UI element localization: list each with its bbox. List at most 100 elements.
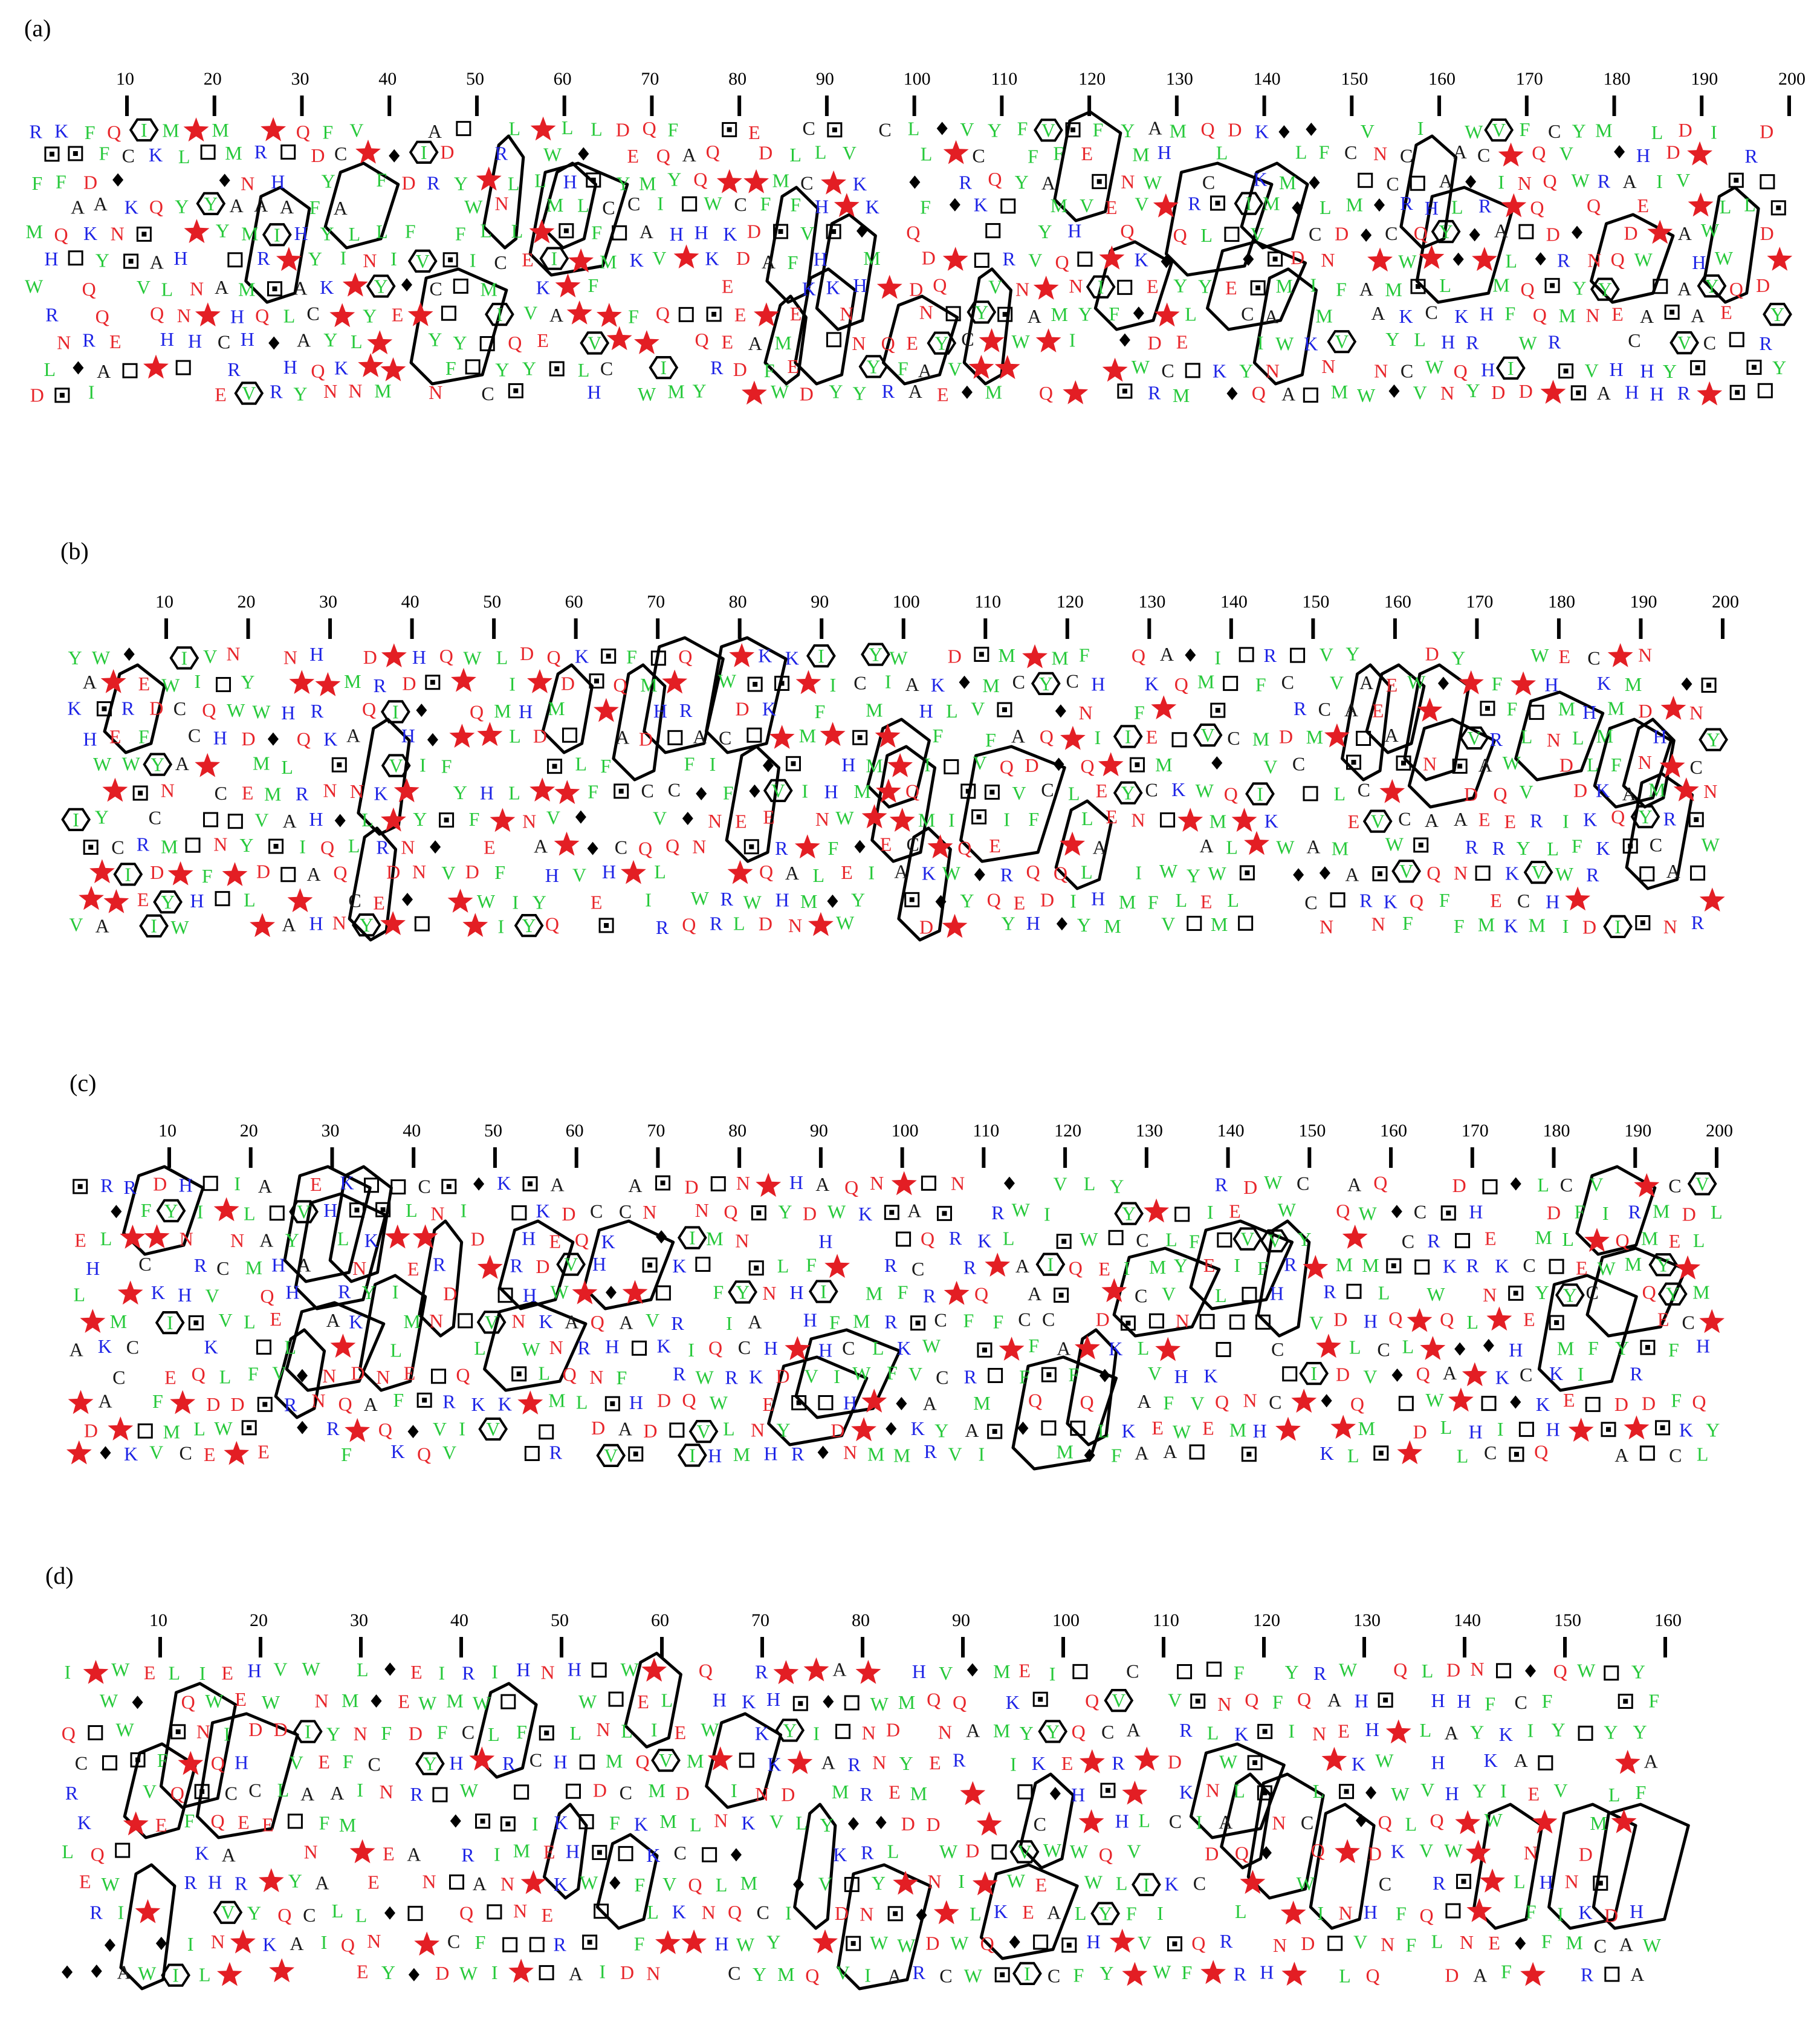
residue-letter: M xyxy=(893,1445,910,1466)
residue-letter: E xyxy=(1200,891,1213,913)
residue-letter: C xyxy=(1689,756,1702,778)
proline-star-icon xyxy=(1101,1278,1127,1303)
residue-letter: M xyxy=(799,725,816,747)
residue-letter: A xyxy=(71,196,85,218)
serine-square-icon xyxy=(1303,786,1318,802)
proline-star-icon xyxy=(1462,1362,1488,1387)
residue-letter: Q xyxy=(255,305,269,326)
threonine-dot xyxy=(618,788,624,794)
residue-letter: E xyxy=(542,1904,554,1926)
proline-star-icon xyxy=(1379,779,1405,803)
residue-letter: C xyxy=(481,383,494,404)
glycine-diamond-icon xyxy=(916,1908,927,1922)
hydrophobic-hexagon xyxy=(808,1280,838,1303)
ruler-tick-label: 110 xyxy=(991,69,1017,89)
residue-letter: A xyxy=(1359,278,1373,300)
residue-letter: Y xyxy=(1551,1719,1565,1740)
residue-letter: Y xyxy=(1772,357,1786,378)
residue-letter: A xyxy=(307,863,321,885)
residue-letter: K xyxy=(742,1691,756,1712)
residue-letter: A xyxy=(693,726,707,748)
residue-letter: V xyxy=(1399,860,1413,882)
residue-letter: C xyxy=(1292,753,1305,774)
residue-letter: Y xyxy=(68,647,82,669)
residue-letter: K xyxy=(1399,305,1413,327)
residue-letter: A xyxy=(762,251,776,273)
residue-letter: Y xyxy=(522,358,536,380)
residue-letter: Y xyxy=(777,1419,791,1441)
residue-letter: F xyxy=(760,193,771,215)
proline-star-icon xyxy=(329,303,355,328)
residue-letter: D xyxy=(747,221,761,242)
residue-letter: Q xyxy=(1378,1811,1392,1833)
residue-letter: H xyxy=(323,1199,337,1221)
residue-letter: E xyxy=(137,889,149,910)
residue-letter: H xyxy=(1026,912,1040,934)
threonine-square-icon xyxy=(791,1395,807,1411)
residue-letter: M xyxy=(1607,698,1624,719)
residue-letter: M xyxy=(1315,305,1332,326)
residue-letter: L xyxy=(277,1779,290,1801)
glycine-diamond-icon xyxy=(793,1878,805,1891)
hydrophobic-hexagon xyxy=(161,1963,190,1987)
residue-letter: W xyxy=(1484,1809,1503,1831)
proline-star-icon xyxy=(529,219,555,244)
hydrophobic-cluster-outline xyxy=(643,636,725,754)
proline-star-icon xyxy=(213,1197,239,1222)
residue-letter: N xyxy=(241,173,254,195)
residue-letter: H xyxy=(1540,1871,1553,1893)
residue-letter: A xyxy=(283,810,297,832)
serine-square-icon xyxy=(1358,172,1373,188)
residue-letter: F xyxy=(1575,1201,1585,1223)
residue-letter: R xyxy=(1630,1362,1643,1384)
residue-letter: R xyxy=(1663,808,1677,829)
residue-letter: I xyxy=(660,357,667,378)
residue-letter: F xyxy=(1111,1444,1122,1466)
threonine-square-icon xyxy=(792,1696,808,1711)
hydrophobic-cluster-outline xyxy=(1189,1219,1294,1311)
proline-star-icon xyxy=(754,302,779,327)
residue-letter: K xyxy=(672,1901,686,1923)
ruler-tick-label: 80 xyxy=(728,1121,746,1141)
glycine-diamond-icon xyxy=(1454,1342,1466,1356)
residue-letter: E xyxy=(1146,726,1158,748)
residue-letter: W xyxy=(1385,833,1404,855)
residue-letter: A xyxy=(297,329,311,351)
residue-letter: K xyxy=(741,1812,755,1833)
proline-star-icon xyxy=(66,1440,92,1465)
hydrophobic-hexagon xyxy=(1114,1202,1144,1225)
residue-letter: A xyxy=(473,1873,487,1894)
residue-letter: M xyxy=(1596,725,1613,747)
residue-letter: A xyxy=(821,1751,835,1773)
residue-letter: A xyxy=(334,197,348,219)
glycine-diamond-icon xyxy=(1003,1176,1015,1190)
residue-letter: F xyxy=(920,196,931,218)
residue-letter: M xyxy=(446,1690,463,1711)
residue-letter: F xyxy=(628,306,639,328)
residue-letter: L xyxy=(161,278,173,300)
residue-letter: M xyxy=(1331,381,1348,403)
residue-letter: A xyxy=(908,380,922,402)
residue-letter: V xyxy=(1138,1932,1151,1954)
residue-letter: I xyxy=(689,1444,696,1466)
residue-letter: M xyxy=(344,670,361,692)
residue-letter: I xyxy=(1317,1902,1324,1924)
residue-letter: K xyxy=(1254,168,1268,190)
residue-letter: C xyxy=(939,1965,952,1987)
residue-letter: C xyxy=(620,1781,632,1803)
residue-letter: H xyxy=(824,781,838,803)
hydrophobic-hexagon xyxy=(1232,1227,1263,1251)
residue-letter: Q xyxy=(202,699,216,721)
residue-letter: Q xyxy=(563,1364,577,1385)
residue-letter: W xyxy=(1276,836,1295,858)
residue-letter: D xyxy=(909,278,923,300)
serine-square-icon xyxy=(539,1424,554,1440)
hydrophobic-hexagon xyxy=(1697,274,1727,298)
residue-letter: R xyxy=(1264,644,1277,666)
residue-letter: F xyxy=(341,1443,352,1465)
residue-letter: H xyxy=(563,171,577,193)
residue-letter: C xyxy=(122,145,135,167)
residue-letter: M xyxy=(1557,1338,1574,1359)
residue-letter: C xyxy=(1682,1312,1694,1333)
